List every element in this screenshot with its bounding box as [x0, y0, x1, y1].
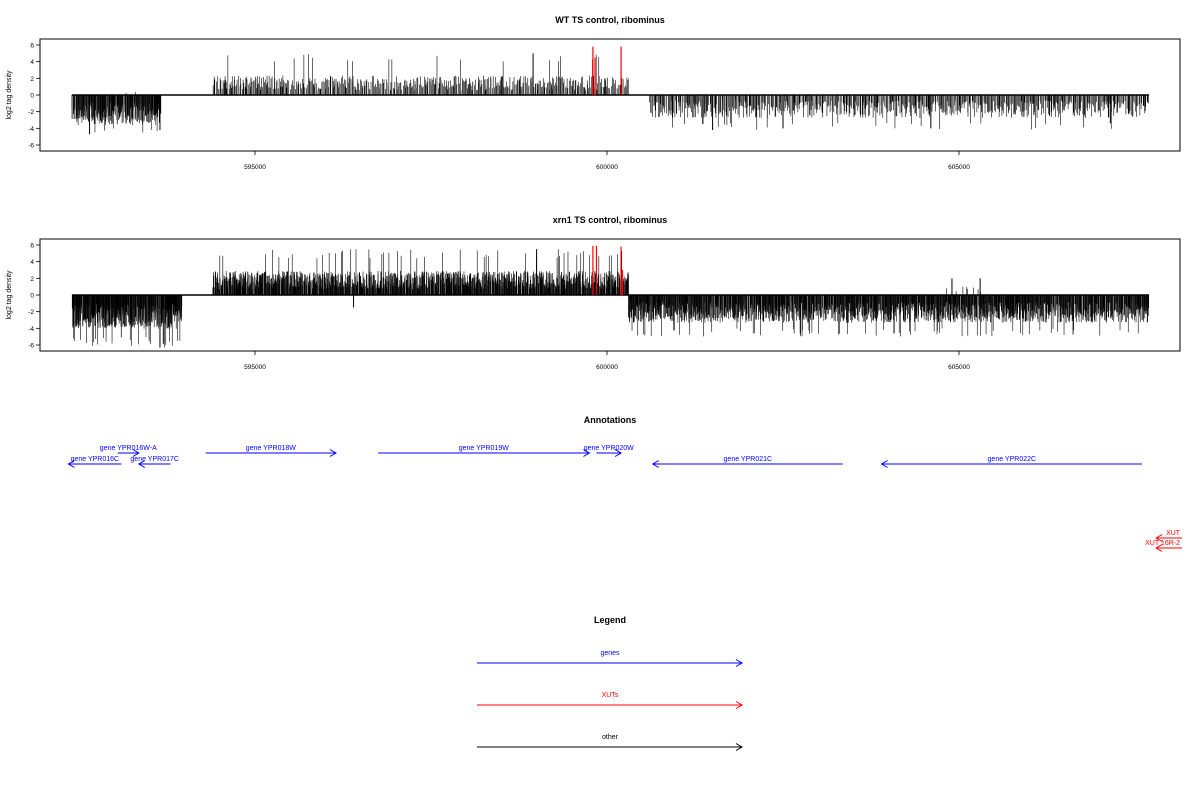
- x-tick-label: 600000: [596, 364, 618, 371]
- signal-region: [212, 54, 629, 95]
- y-tick-label: -4: [28, 326, 34, 333]
- x-tick-label: 600000: [596, 164, 618, 171]
- signal-region: [125, 92, 136, 95]
- y-tick-label: -6: [28, 143, 34, 150]
- y-tick-label: 4: [30, 59, 34, 66]
- legend-title: Legend: [594, 615, 626, 625]
- y-tick-label: -6: [28, 343, 34, 350]
- y-tick-label: -2: [28, 309, 34, 316]
- y-axis-label: log2 tag density: [6, 270, 13, 320]
- signal-region: [648, 95, 1149, 130]
- feature-label: gene YPR016C: [71, 456, 120, 463]
- arrowhead: [880, 460, 888, 468]
- y-tick-label: 4: [30, 259, 34, 266]
- feature-arrow: gene YPR019W: [378, 445, 591, 457]
- feature-label: gene YPR018W: [246, 445, 296, 452]
- legend-arrowhead: [735, 659, 743, 667]
- series-1: [71, 249, 1150, 348]
- annotations-title: Annotations: [584, 415, 637, 425]
- arrowhead: [132, 449, 140, 457]
- arrowhead: [1155, 534, 1163, 542]
- feature-label: gene YPR019W: [459, 445, 509, 452]
- y-tick-label: 2: [30, 276, 34, 283]
- legend-item: XUTs: [477, 692, 743, 709]
- x-tick-label: 595000: [244, 364, 266, 371]
- series-2: [592, 245, 624, 295]
- legend-item: genes: [477, 650, 743, 667]
- legend: Legend genes XUTs other: [477, 615, 743, 751]
- y-tick-label: 0: [30, 293, 34, 300]
- legend-label: genes: [600, 650, 620, 657]
- feature-arrow: gene YPR017C: [130, 456, 179, 468]
- y-tick-label: 0: [30, 93, 34, 100]
- arrowhead: [651, 460, 660, 468]
- chart-panel-2: xrn1 TS control, ribominus log2 tag densi…: [6, 215, 1181, 371]
- arrowhead: [137, 460, 146, 468]
- feature-arrow: gene YPR016W-A: [100, 445, 157, 457]
- feature-arrow: XUT: [1155, 530, 1182, 542]
- feature-arrow: gene YPR022C: [880, 456, 1143, 468]
- feature-label: gene YPR016W-A: [100, 445, 157, 452]
- arrowhead: [329, 449, 337, 457]
- legend-item: other: [477, 734, 743, 751]
- legend-arrowhead: [735, 743, 743, 751]
- feature-arrow: gene YPR021C: [651, 456, 843, 468]
- feature-arrow: gene YPR020W: [584, 445, 634, 457]
- y-tick-label: 2: [30, 76, 34, 83]
- series-1: [71, 53, 1149, 135]
- feature-arrow: gene YPR016C: [67, 456, 122, 468]
- arrowhead: [614, 449, 623, 457]
- y-axis-label: log2 tag density: [6, 70, 13, 120]
- x-tick-label: 605000: [948, 364, 970, 371]
- chart-panel-1: WT TS control, ribominus log2 tag density…: [6, 15, 1181, 171]
- legend-label: XUTs: [602, 692, 619, 699]
- feature-label: gene YPR020W: [584, 445, 634, 452]
- y-tick-label: -2: [28, 109, 34, 116]
- feature-label: gene YPR022C: [988, 456, 1037, 463]
- y-tick-label: 6: [30, 243, 34, 250]
- feature-label: XUT: [1166, 530, 1181, 537]
- y-tick-label: 6: [30, 43, 34, 50]
- signal-region: [212, 249, 629, 295]
- feature-label: gene YPR017C: [130, 456, 179, 463]
- signal-region: [628, 295, 1150, 337]
- legend-arrowhead: [735, 701, 743, 709]
- signal-region: [71, 95, 162, 133]
- chart-title: WT TS control, ribominus: [555, 15, 665, 25]
- series-2: [592, 46, 622, 95]
- feature-label: XUT 16R-2: [1145, 540, 1180, 547]
- feature-arrow: gene YPR018W: [205, 445, 337, 457]
- legend-label: other: [602, 734, 619, 741]
- arrowhead: [67, 460, 75, 468]
- arrowhead: [1155, 544, 1163, 552]
- x-tick-label: 595000: [244, 164, 266, 171]
- chart-title: xrn1 TS control, ribominus: [553, 215, 668, 225]
- arrowhead: [583, 449, 591, 457]
- annotation-track: Annotations gene YPR016C gene YPR016W-A gen…: [67, 415, 1182, 552]
- signal-region: [71, 295, 183, 348]
- y-tick-label: -4: [28, 126, 34, 133]
- feature-label: gene YPR021C: [724, 456, 773, 463]
- feature-arrow: XUT 16R-2: [1145, 540, 1182, 552]
- x-tick-label: 605000: [948, 164, 970, 171]
